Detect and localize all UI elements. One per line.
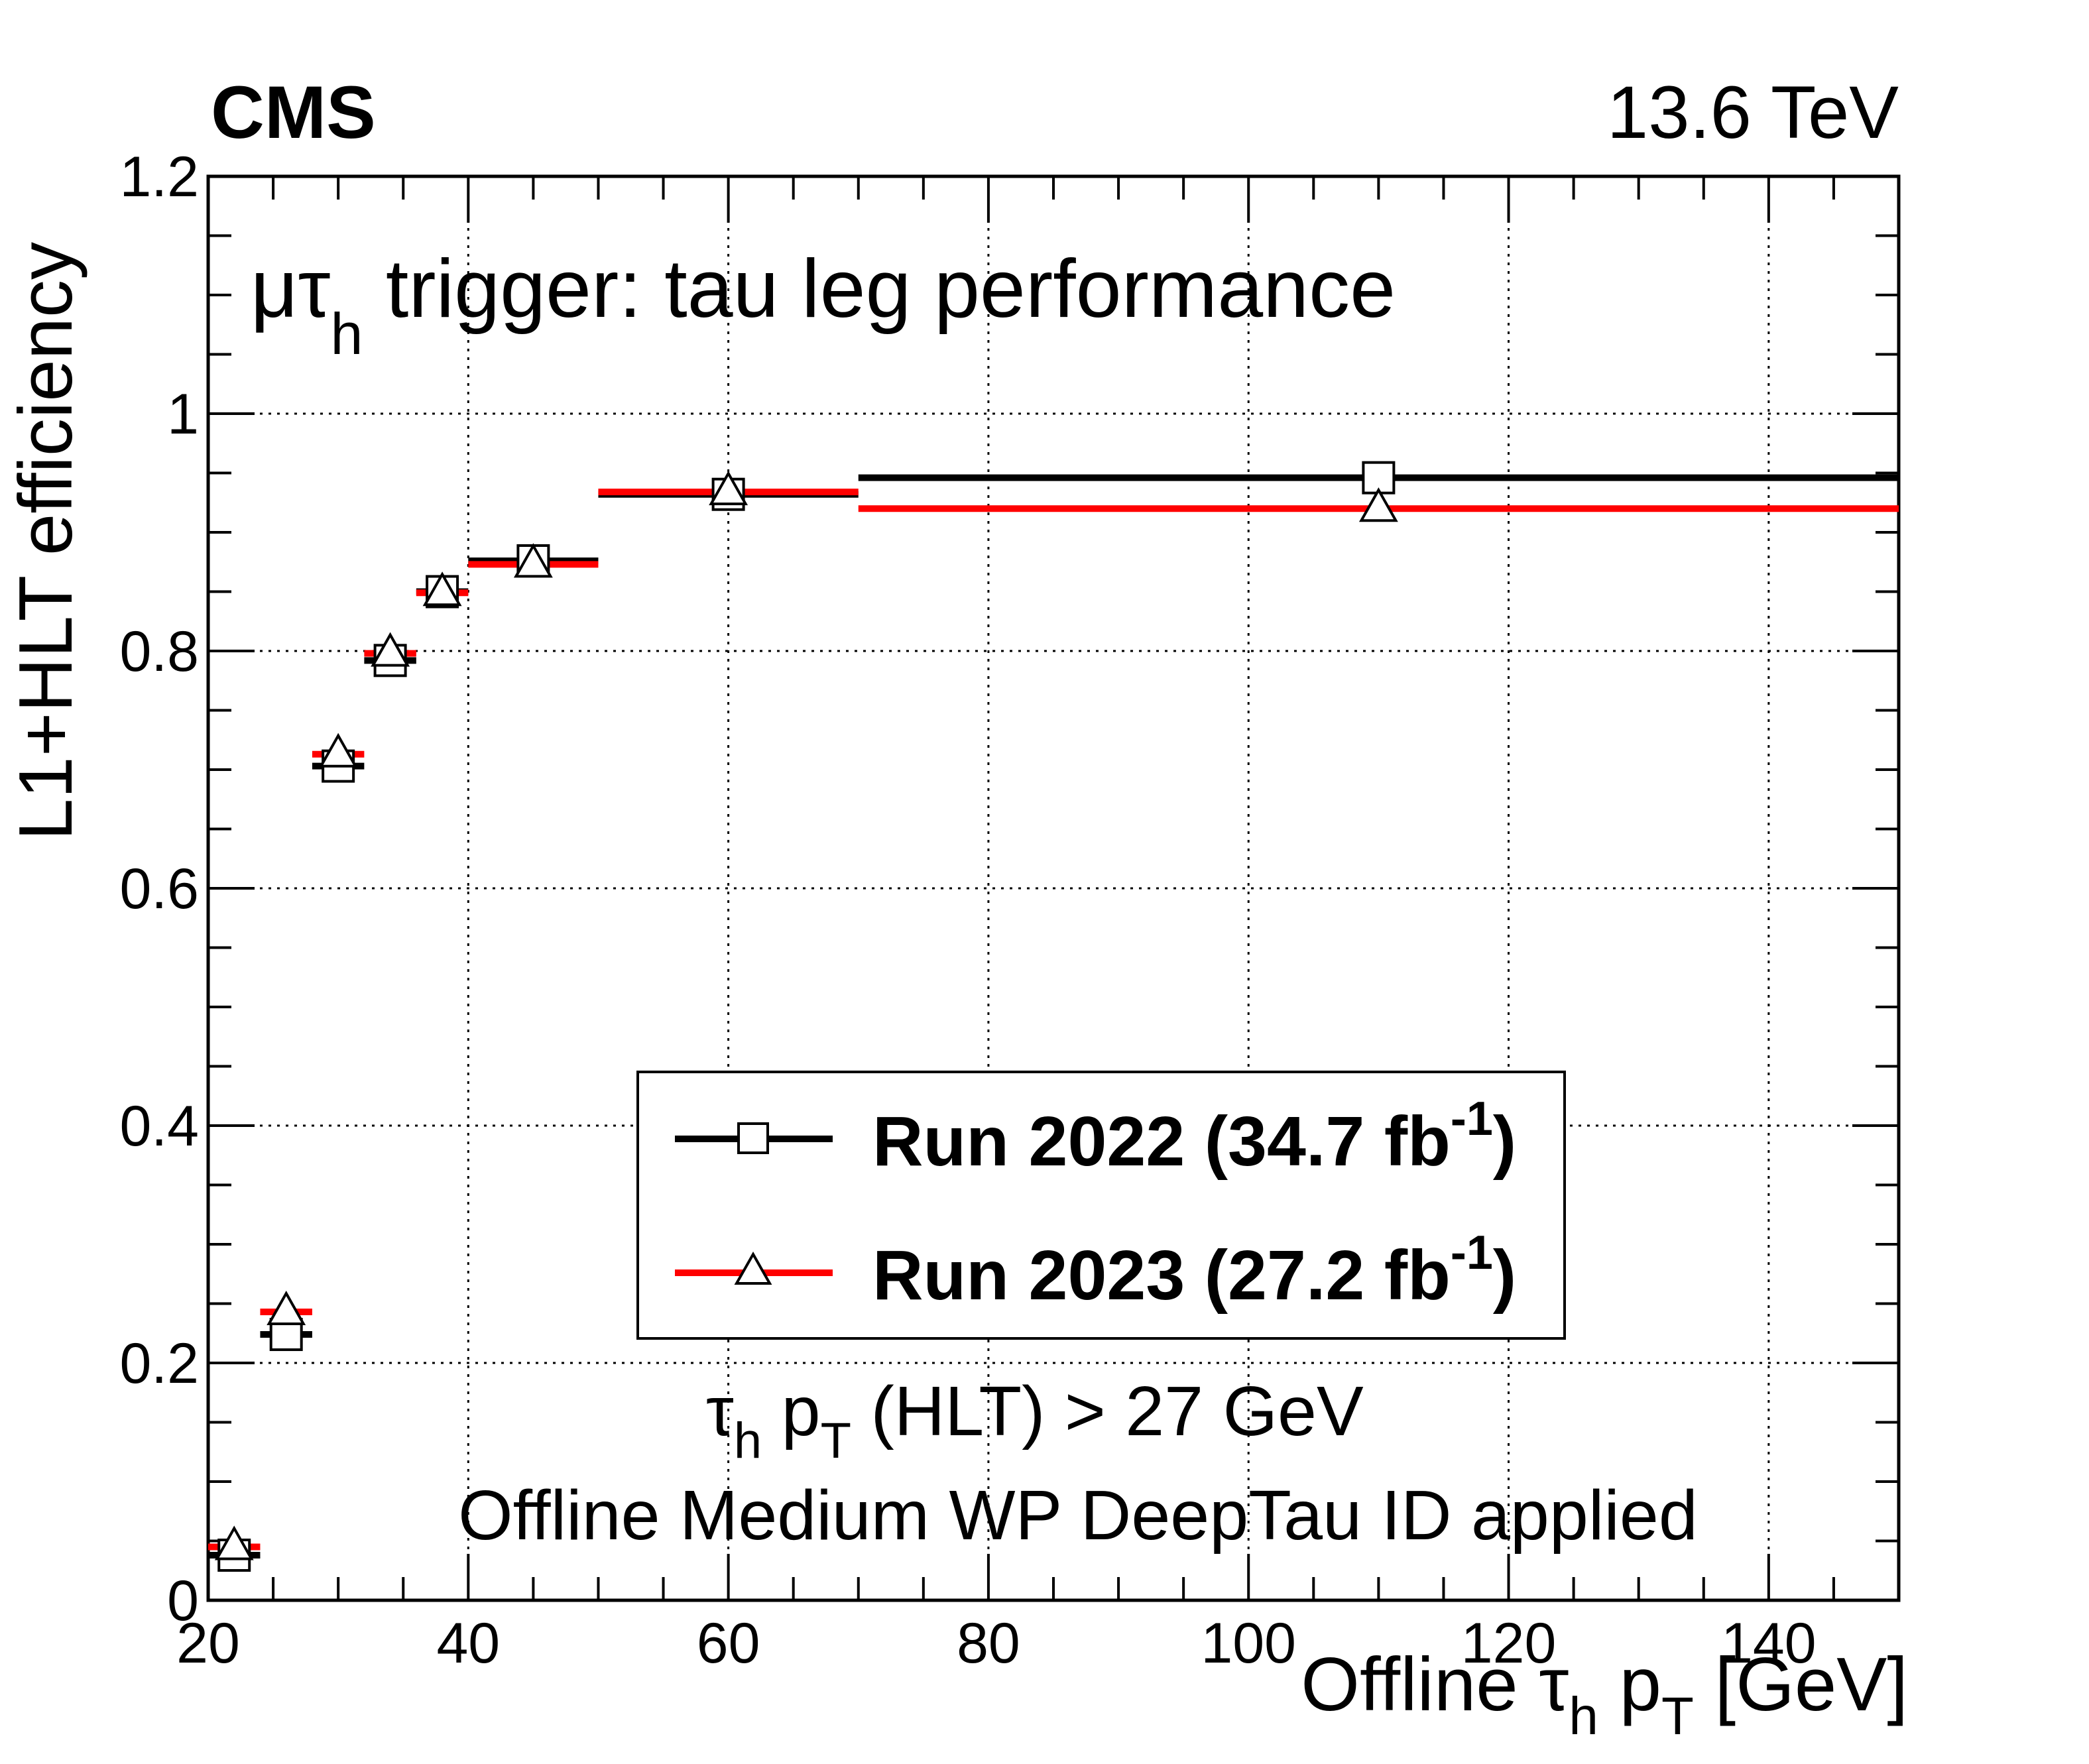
- experiment-label: CMS: [211, 71, 376, 154]
- legend-2022-pre: Run 2022 (34.7 fb: [872, 1102, 1451, 1181]
- legend-marker-square: [737, 1122, 769, 1154]
- legend: Run 2022 (34.7 fb-1) Run 2023 (27.2 fb-1…: [636, 1071, 1566, 1340]
- tick-labels: 20 40 60 80 100 120 140 0 0.2 0.4 0.6 0.8 1 1.2: [119, 145, 1816, 1675]
- cut-tau: τ: [706, 1372, 734, 1450]
- title-sub: h: [330, 301, 363, 367]
- y-tick-label: 1.2: [119, 145, 199, 209]
- legend-marker-triangle: [734, 1251, 772, 1285]
- legend-label-2022: Run 2022 (34.7 fb-1): [872, 1092, 1516, 1181]
- x-tick-label: 20: [176, 1612, 240, 1675]
- axis-ticks: [207, 175, 1900, 1602]
- data-series: [208, 461, 1899, 1572]
- legend-label-2023: Run 2023 (27.2 fb-1): [872, 1226, 1516, 1315]
- series-1-point-3: [371, 632, 410, 667]
- legend-box: [636, 1071, 1566, 1340]
- y-tick-label: 0: [167, 1569, 199, 1633]
- legend-2023-post: ): [1493, 1236, 1516, 1315]
- cut-rest: (HLT) > 27 GeV: [851, 1372, 1364, 1450]
- legend-2023-pre: Run 2023 (27.2 fb: [872, 1236, 1451, 1315]
- x-tick-label: 40: [436, 1612, 500, 1675]
- xlabel-h: h: [1569, 1686, 1598, 1745]
- series-1-point-6: [709, 471, 748, 506]
- x-tick-label: 80: [957, 1612, 1020, 1675]
- xlabel-p: p: [1598, 1643, 1661, 1727]
- xlabel-post: [GeV]: [1694, 1643, 1908, 1727]
- cut-h: h: [734, 1413, 762, 1469]
- x-tick-label: 100: [1201, 1612, 1296, 1675]
- title-mu-tau: μτ: [251, 243, 330, 335]
- series-1-point-1: [267, 1290, 306, 1326]
- legend-2022-sup: -1: [1451, 1092, 1493, 1146]
- y-tick-label: 0.8: [119, 620, 199, 683]
- title-rest: trigger: tau leg performance: [363, 243, 1396, 335]
- series-1-point-2: [318, 733, 358, 768]
- y-tick-label: 0.4: [119, 1094, 199, 1158]
- cut-annotation: τh pT (HLT) > 27 GeV: [706, 1372, 1364, 1469]
- y-axis-label: L1+HLT efficiency: [4, 242, 88, 841]
- x-axis-label: Offline τh pT [GeV]: [1301, 1643, 1908, 1745]
- series-1-point-5: [513, 543, 553, 578]
- y-tick-label: 0.2: [119, 1332, 199, 1395]
- y-tick-label: 0.6: [119, 857, 199, 921]
- series-1-point-4: [422, 571, 462, 607]
- y-tick-label: 1: [167, 382, 199, 446]
- legend-2022-post: ): [1493, 1102, 1516, 1181]
- legend-2023-sup: -1: [1451, 1226, 1493, 1279]
- x-tick-label: 60: [697, 1612, 760, 1675]
- xlabel-pre: Offline: [1301, 1643, 1539, 1727]
- x-tick-label: 120: [1461, 1612, 1557, 1675]
- energy-label: 13.6 TeV: [1607, 71, 1899, 154]
- series-1-point-7: [1358, 487, 1398, 522]
- cut-T: T: [821, 1413, 851, 1469]
- id-annotation: Offline Medium WP DeepTau ID applied: [458, 1476, 1698, 1555]
- x-tick-label: 140: [1721, 1612, 1817, 1675]
- plot-annotation-title: μτh trigger: tau leg performance: [251, 243, 1396, 367]
- xlabel-tau: τ: [1539, 1643, 1569, 1727]
- series-1-markers: [214, 471, 1398, 1560]
- cut-p: p: [762, 1372, 820, 1450]
- xlabel-T: T: [1661, 1686, 1694, 1745]
- series-1-point-0: [214, 1525, 254, 1560]
